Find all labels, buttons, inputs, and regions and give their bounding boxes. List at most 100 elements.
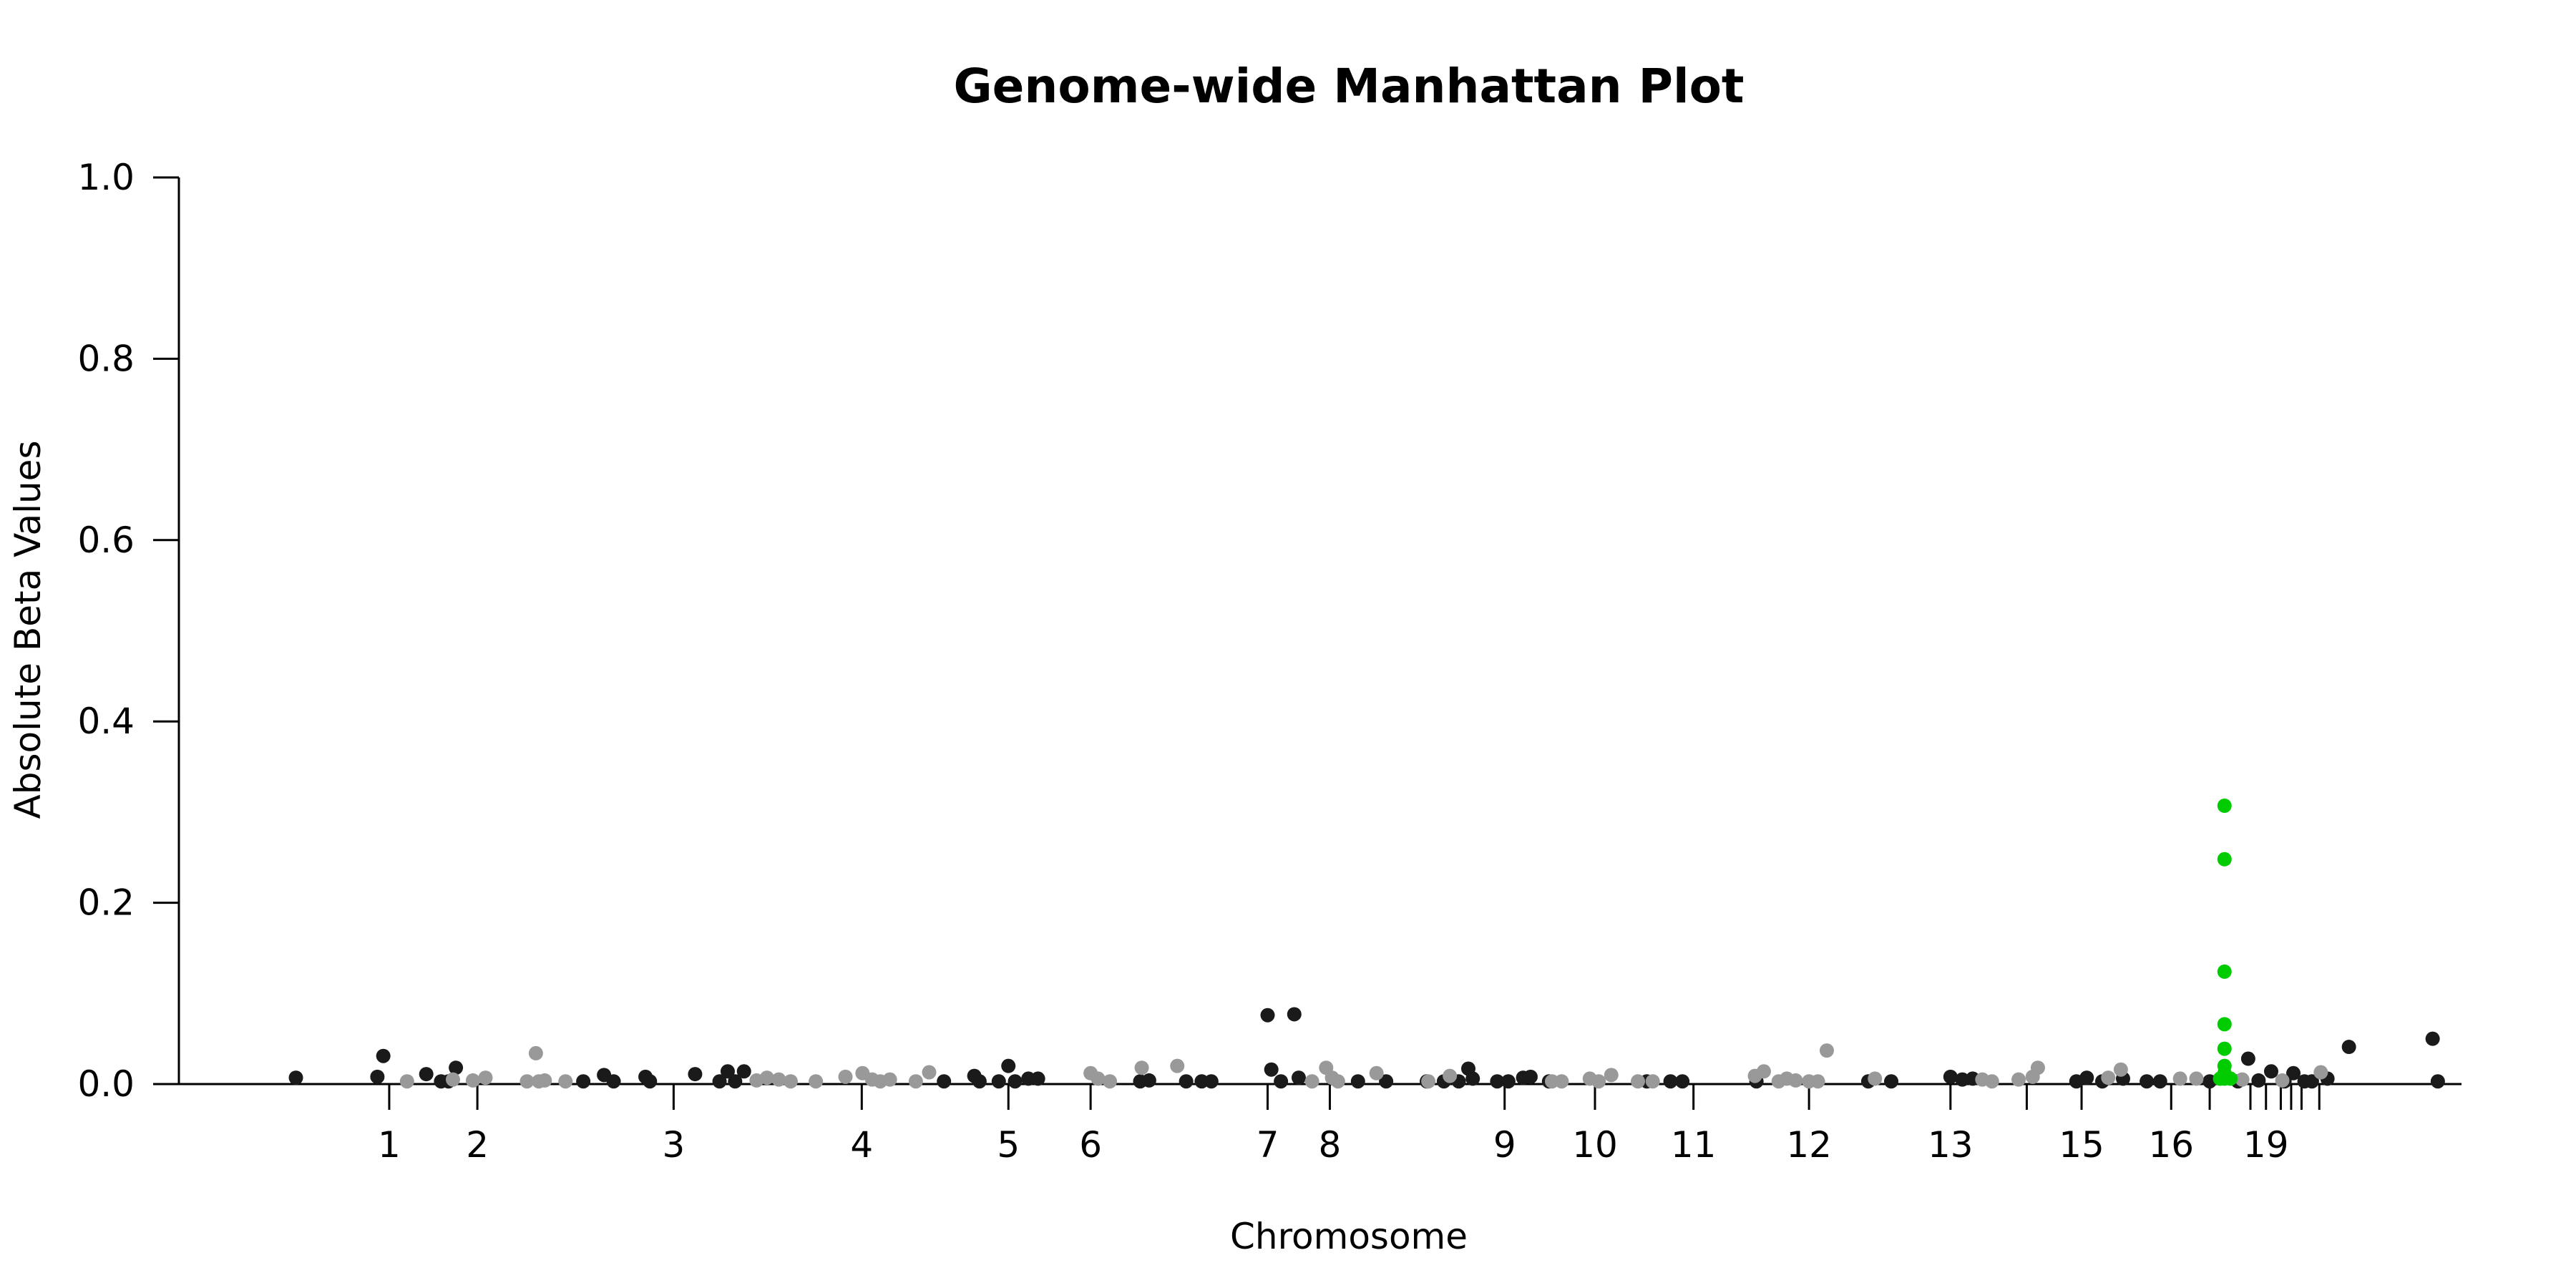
data-point (465, 1073, 480, 1088)
y-axis-ticks: 0.0 0.2 0.4 0.6 0.8 1.0 (77, 157, 179, 1105)
data-point (2223, 1071, 2238, 1086)
data-point (399, 1074, 414, 1089)
y-tick-label: 0.2 (77, 882, 135, 924)
data-point (1604, 1068, 1619, 1083)
data-point (1663, 1074, 1678, 1089)
x-tick-label: 5 (997, 1124, 1020, 1166)
data-point (419, 1067, 434, 1082)
data-point (558, 1074, 573, 1089)
data-point (370, 1069, 385, 1084)
data-point (2172, 1071, 2187, 1086)
y-tick-label: 0.6 (77, 519, 135, 561)
x-tick-label: 16 (2148, 1124, 2194, 1166)
data-point (1756, 1064, 1771, 1079)
data-point (2217, 964, 2232, 979)
data-point (1645, 1074, 1660, 1089)
data-point (2430, 1074, 2445, 1089)
data-point (537, 1073, 552, 1088)
data-point (688, 1067, 703, 1082)
data-point (1001, 1058, 1016, 1073)
data-point (528, 1045, 543, 1060)
data-point (2030, 1060, 2045, 1075)
x-tick-label: 11 (1671, 1124, 1717, 1166)
y-axis-label: Absolute Beta Values (7, 441, 49, 819)
data-point (922, 1065, 937, 1080)
data-point (1260, 1008, 1275, 1023)
data-point (1819, 1043, 1834, 1058)
data-point (1868, 1071, 1883, 1086)
data-point (2217, 799, 2232, 814)
data-point (2425, 1031, 2440, 1046)
data-point (1287, 1007, 1302, 1022)
data-point (2341, 1040, 2356, 1055)
x-tick-label: 6 (1079, 1124, 1102, 1166)
data-point (1591, 1074, 1606, 1089)
data-point (2235, 1072, 2250, 1087)
data-point (288, 1070, 303, 1085)
chart-title: Genome-wide Manhattan Plot (954, 59, 1745, 114)
data-point (1204, 1074, 1219, 1089)
data-point (2113, 1062, 2128, 1077)
data-points (288, 799, 2445, 1089)
data-point (643, 1074, 658, 1089)
y-tick-label: 0.0 (77, 1063, 135, 1105)
data-point (1788, 1073, 1803, 1088)
data-point (1179, 1074, 1194, 1089)
data-point (759, 1070, 774, 1085)
data-point (1134, 1060, 1149, 1075)
data-point (576, 1074, 591, 1089)
y-tick-label: 1.0 (77, 157, 135, 198)
data-point (1091, 1071, 1106, 1086)
data-point (478, 1070, 493, 1085)
data-point (1943, 1069, 1958, 1084)
data-point (728, 1074, 743, 1089)
data-point (2286, 1065, 2301, 1080)
data-point (783, 1074, 798, 1089)
data-point (2313, 1065, 2328, 1080)
data-point (1675, 1074, 1690, 1089)
data-point (1304, 1074, 1319, 1089)
data-point (1030, 1071, 1045, 1086)
data-point (2217, 852, 2232, 867)
data-point (2011, 1072, 2026, 1087)
data-point (712, 1074, 727, 1089)
data-point (736, 1064, 751, 1079)
x-tick-label: 10 (1572, 1124, 1618, 1166)
data-point (882, 1072, 897, 1087)
data-point (2263, 1064, 2278, 1079)
data-point (1443, 1068, 1458, 1083)
data-point (2140, 1074, 2155, 1089)
data-point (606, 1074, 621, 1089)
data-point (2240, 1051, 2255, 1066)
x-tick-label: 7 (1257, 1124, 1279, 1166)
data-point (1291, 1070, 1306, 1085)
data-point (1141, 1073, 1156, 1088)
data-point (1523, 1069, 1538, 1084)
x-tick-label: 2 (466, 1124, 489, 1166)
data-point (937, 1074, 952, 1089)
data-point (1330, 1074, 1345, 1089)
data-point (1170, 1058, 1185, 1073)
data-point (1369, 1065, 1384, 1080)
data-point (908, 1074, 923, 1089)
data-point (972, 1074, 987, 1089)
data-point (2152, 1074, 2167, 1089)
y-tick-label: 0.4 (77, 701, 135, 742)
x-tick-label: 15 (2059, 1124, 2104, 1166)
data-point (1465, 1071, 1480, 1086)
data-point (809, 1074, 824, 1089)
data-point (2304, 1074, 2319, 1089)
x-tick-label: 13 (1928, 1124, 1974, 1166)
data-point (1264, 1062, 1279, 1077)
data-point (1810, 1074, 1825, 1089)
data-point (1350, 1074, 1365, 1089)
x-tick-label: 12 (1786, 1124, 1832, 1166)
data-point (1379, 1074, 1394, 1089)
data-point (445, 1072, 460, 1087)
x-tick-label: 3 (663, 1124, 686, 1166)
data-point (2217, 1041, 2232, 1056)
data-point (1955, 1072, 1970, 1087)
data-point (1884, 1074, 1899, 1089)
data-point (720, 1064, 735, 1079)
data-point (1631, 1074, 1646, 1089)
